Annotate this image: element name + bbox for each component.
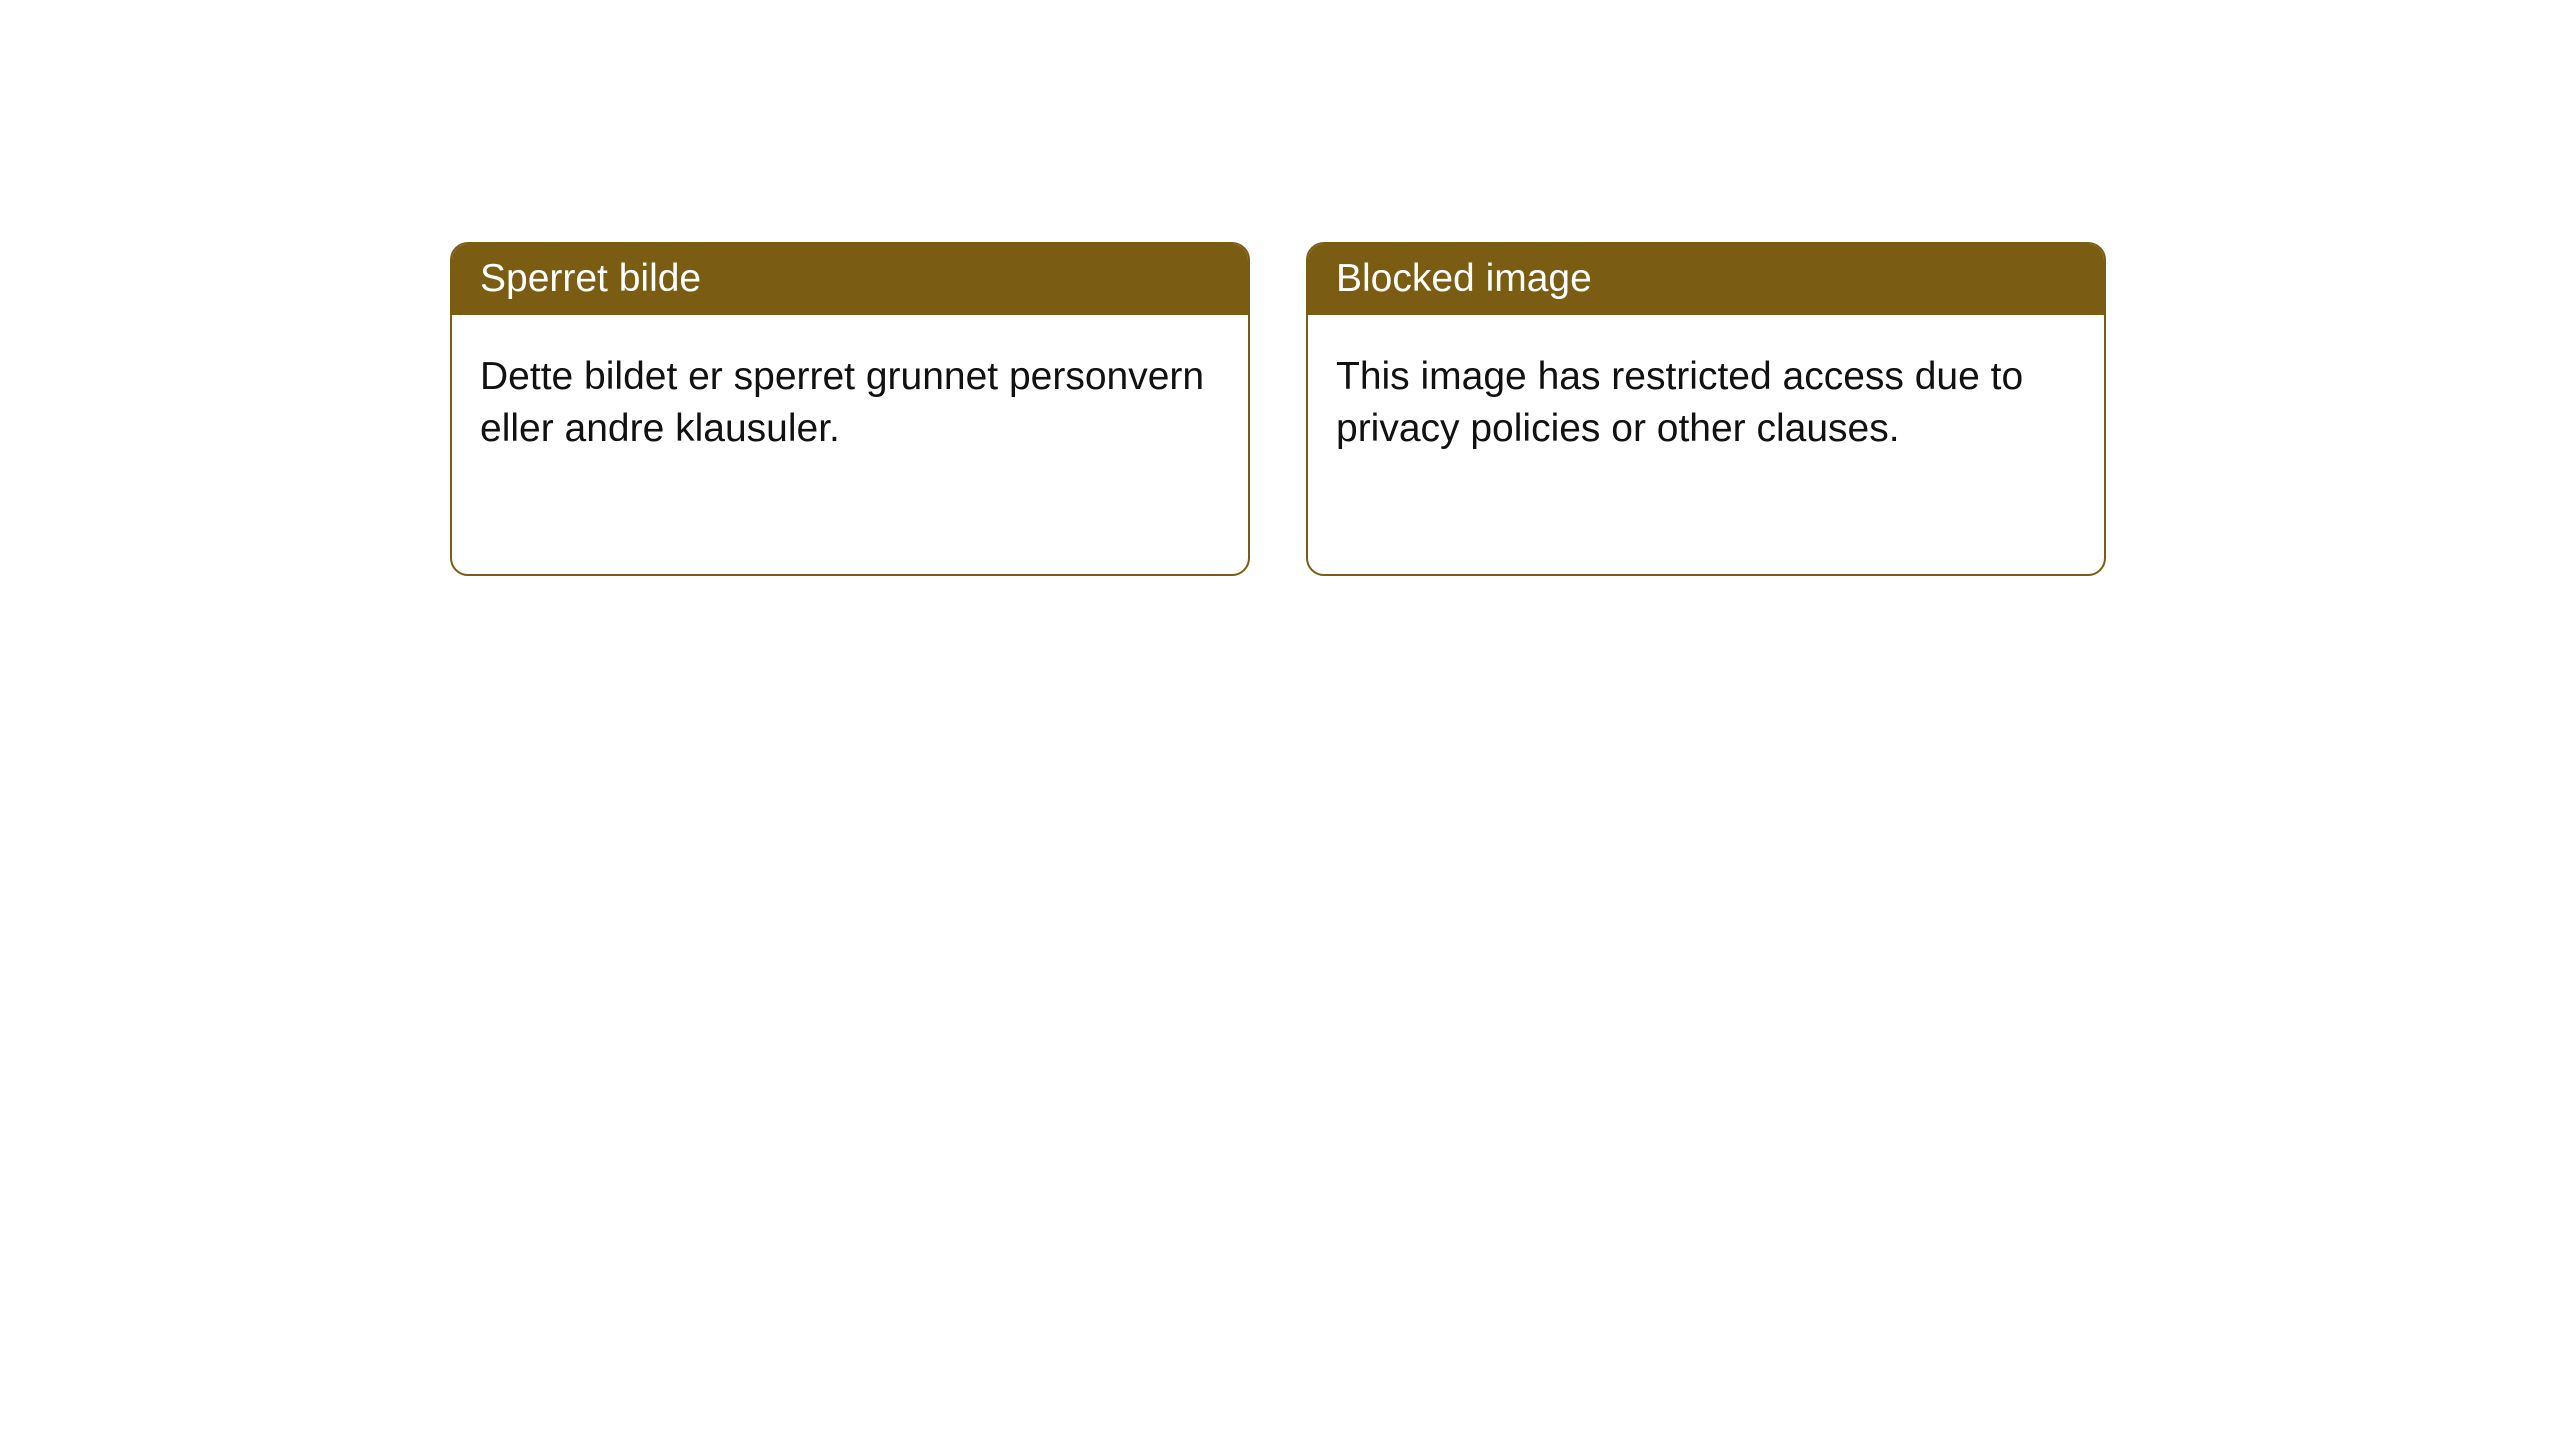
notice-card-norwegian: Sperret bilde Dette bildet er sperret gr…: [450, 242, 1250, 576]
card-header: Sperret bilde: [452, 244, 1248, 315]
card-body: Dette bildet er sperret grunnet personve…: [452, 315, 1248, 492]
notice-cards-container: Sperret bilde Dette bildet er sperret gr…: [450, 242, 2106, 576]
card-body-text: Dette bildet er sperret grunnet personve…: [480, 355, 1204, 451]
card-body-text: This image has restricted access due to …: [1336, 355, 2023, 451]
card-header: Blocked image: [1308, 244, 2104, 315]
notice-card-english: Blocked image This image has restricted …: [1306, 242, 2106, 576]
card-title: Blocked image: [1336, 257, 1592, 300]
card-body: This image has restricted access due to …: [1308, 315, 2104, 492]
card-title: Sperret bilde: [480, 257, 701, 300]
